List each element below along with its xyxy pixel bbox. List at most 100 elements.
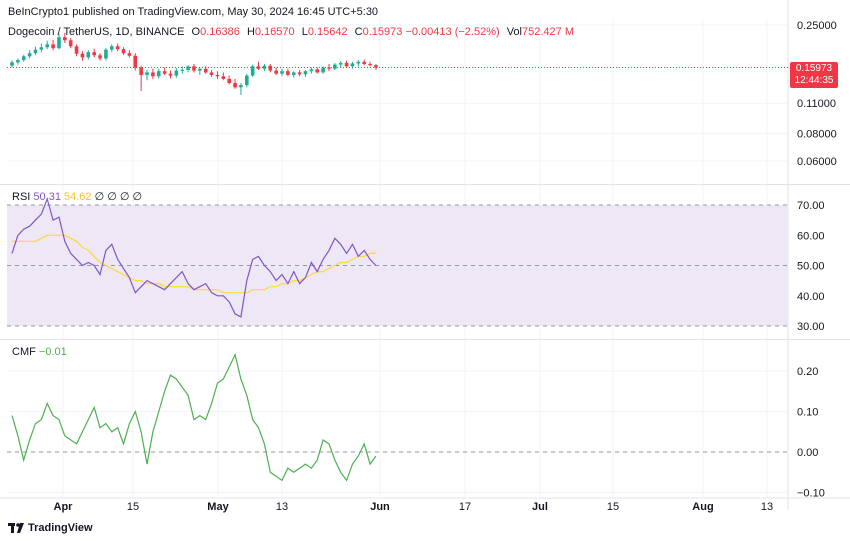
candle — [227, 78, 231, 84]
candle — [315, 69, 320, 73]
candle — [57, 37, 61, 49]
price-axis-label: 0.25000 — [797, 20, 837, 32]
candle — [92, 52, 96, 56]
time-axis-label: 15 — [127, 501, 139, 513]
time-axis-label: 15 — [607, 501, 619, 513]
candle — [45, 44, 50, 48]
time-axis-label: Aug — [692, 501, 713, 513]
candle — [168, 73, 173, 76]
candle — [80, 53, 85, 58]
low-label: L — [301, 26, 308, 38]
candle — [109, 46, 114, 50]
time-axis-label: 13 — [276, 501, 288, 513]
ohlc-legend: Dogecoin / TetherUS, 1D, BINANCE O0.1638… — [8, 26, 574, 38]
last-price-value: 0.15973 — [795, 63, 833, 74]
candle — [338, 62, 343, 65]
rsi-axis-label: 50.00 — [797, 261, 825, 273]
rsi-band — [7, 205, 788, 326]
rsi-label: RSI — [12, 191, 31, 203]
cmf-value: −0.01 — [38, 346, 67, 358]
time-axis-label: Apr — [54, 501, 74, 513]
candle — [309, 69, 314, 72]
cmf-axis-label: 0.00 — [797, 447, 818, 459]
low-value: 0.15642 — [307, 26, 348, 38]
candle — [327, 67, 331, 69]
candle — [192, 66, 196, 71]
price-axis-label: 0.11000 — [797, 98, 836, 110]
candle — [16, 60, 20, 63]
candle — [21, 56, 26, 61]
candle — [215, 74, 220, 77]
candle — [256, 66, 261, 69]
cmf-axis-label: −0.10 — [797, 488, 825, 500]
candle — [268, 65, 273, 71]
last-price-tag: 0.15973 12:44:35 — [790, 62, 838, 88]
candle — [350, 63, 355, 67]
time-axis-label: 13 — [761, 501, 773, 513]
candle — [145, 72, 149, 75]
candle — [10, 62, 14, 66]
high-value: 0.16570 — [254, 26, 295, 38]
rsi-line — [11, 196, 377, 318]
candle — [151, 72, 155, 77]
candle — [39, 47, 44, 50]
candle — [133, 55, 138, 68]
time-axis-label: 17 — [459, 501, 471, 513]
rsi-ma-value: 54.62 — [64, 191, 92, 203]
candle — [51, 44, 55, 49]
candle — [27, 53, 32, 57]
candle — [239, 85, 243, 88]
candle — [74, 46, 79, 54]
candle — [356, 61, 361, 64]
candle — [162, 71, 167, 74]
tradingview-footer[interactable]: TradingView — [8, 522, 93, 534]
price-axis-label: 0.08000 — [797, 129, 837, 141]
candle — [245, 75, 249, 86]
rsi-extra-values: ∅ ∅ ∅ ∅ — [94, 191, 143, 203]
candle — [139, 67, 143, 75]
candle — [180, 69, 185, 71]
candle — [333, 64, 337, 69]
candle — [209, 72, 214, 75]
candle — [280, 71, 284, 74]
symbol-title[interactable]: Dogecoin / TetherUS, 1D, BINANCE — [8, 26, 185, 38]
candle — [221, 76, 226, 79]
rsi-axis-label: 70.00 — [797, 200, 825, 212]
rsi-legend[interactable]: RSI 50.31 54.62 ∅ ∅ ∅ ∅ — [12, 190, 142, 203]
candle — [174, 70, 179, 76]
candle — [86, 52, 91, 58]
candle — [250, 66, 255, 76]
candle — [274, 70, 278, 74]
candle — [198, 68, 202, 71]
time-axis-label: Jul — [532, 501, 548, 513]
candle — [262, 65, 267, 69]
candle — [368, 64, 372, 66]
cmf-legend[interactable]: CMF −0.01 — [12, 346, 67, 358]
cmf-line — [11, 353, 377, 482]
rsi-axis-label: 60.00 — [797, 230, 825, 242]
candle — [121, 49, 126, 54]
close-value: 0.15973 — [362, 26, 403, 38]
cmf-label: CMF — [12, 346, 36, 358]
tradingview-brand: TradingView — [28, 522, 93, 534]
candle — [68, 40, 73, 47]
candle — [98, 55, 102, 59]
candle — [104, 49, 108, 59]
candle — [321, 67, 325, 73]
cmf-axis-label: 0.10 — [797, 407, 818, 419]
open-value: 0.16386 — [200, 26, 240, 38]
time-axis-label: May — [207, 501, 229, 513]
candle — [63, 37, 67, 41]
high-label: H — [246, 26, 255, 38]
time-axis-label: Jun — [370, 501, 390, 513]
candle — [374, 65, 378, 68]
candle — [186, 66, 190, 70]
candle — [233, 83, 237, 88]
candle — [286, 71, 290, 75]
candle — [362, 61, 366, 65]
candle — [127, 53, 132, 56]
candle — [297, 72, 302, 75]
cmf-axis-label: 0.20 — [797, 366, 818, 378]
volume-label: Vol — [506, 26, 522, 38]
